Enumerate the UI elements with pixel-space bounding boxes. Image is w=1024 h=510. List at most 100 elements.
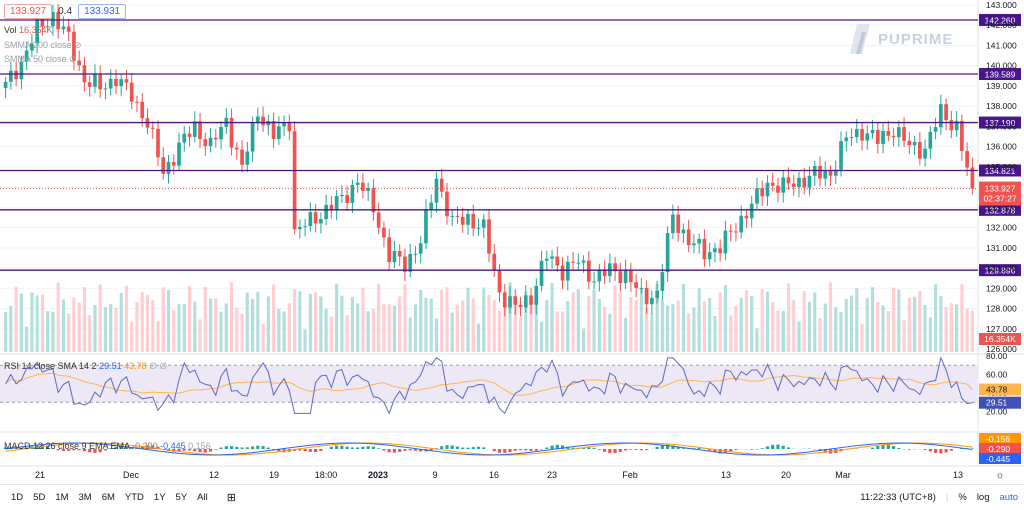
volume-bar (99, 285, 102, 352)
rsi-legend[interactable]: RSI 14 close SMA 14 2 29.51 43.78 ∅ ∅ (4, 361, 167, 372)
macd-histogram-bar (251, 446, 254, 449)
macd-histogram-bar (619, 449, 622, 452)
macd-histogram-bar (372, 447, 375, 449)
time-axis-label: 2023 (368, 470, 388, 480)
time-axis-label: 13 (721, 470, 731, 480)
candle-body (950, 120, 954, 130)
candle-body (886, 131, 890, 136)
candle-body (692, 243, 696, 245)
price-tick-label: 132.000 (986, 223, 1017, 233)
volume-bar (740, 298, 743, 352)
clock-time[interactable]: 11:22:33 (UTC+8) (860, 492, 936, 503)
candle-body (4, 82, 8, 88)
macd-histogram-bar (477, 447, 480, 449)
smma200-legend[interactable]: SMMA 200 close ⊘ (4, 40, 82, 51)
volume-bar (188, 286, 191, 352)
price-tick-label: 138.000 (986, 101, 1017, 111)
volume-bar (729, 316, 732, 352)
timeframe-6m[interactable]: 6M (97, 492, 120, 503)
timeframe-5y[interactable]: 5Y (171, 492, 193, 503)
volume-bar (561, 311, 564, 352)
volume-bar (787, 283, 790, 352)
candle-body (351, 185, 355, 203)
volume-bar (598, 299, 601, 352)
timeframe-all[interactable]: All (192, 492, 213, 503)
volume-legend[interactable]: Vol 16.354K (4, 25, 53, 35)
timeframe-ytd[interactable]: YTD (120, 492, 149, 503)
smma50-legend[interactable]: SMMA 50 close ⊘ (4, 54, 77, 65)
volume-bar (62, 299, 65, 352)
candle-body (739, 216, 743, 233)
volume-bar (25, 327, 28, 352)
volume-bar (950, 303, 953, 352)
volume-bar (130, 322, 133, 352)
candle-body (193, 121, 197, 137)
candle-body (776, 186, 780, 193)
volume-bar (125, 286, 128, 352)
volume-bar (277, 309, 280, 352)
macd-legend[interactable]: MACD 12 26 close 9 EMA EMA -0.290 -0.445… (4, 441, 211, 451)
candle-body (661, 272, 665, 291)
volume-bar (435, 319, 438, 352)
macd-histogram-bar (503, 449, 506, 453)
eye-off-icon[interactable]: ⊘ (69, 54, 77, 64)
volume-bar (493, 300, 496, 352)
volume-bar (550, 283, 553, 352)
time-axis-label: 23 (547, 470, 557, 480)
candle-body (172, 162, 176, 166)
macd-histogram-bar (698, 448, 701, 449)
macd-histogram-bar (787, 447, 790, 449)
percent-toggle[interactable]: % (958, 492, 966, 503)
volume-bar (57, 283, 60, 352)
volume-bar (692, 307, 695, 352)
candle-body (902, 127, 906, 141)
broker-logo: PUPRIME (842, 22, 953, 56)
candle-body (555, 257, 559, 266)
smma200-label: SMMA 200 close (4, 40, 72, 50)
volume-bar (860, 324, 863, 352)
timeframe-5d[interactable]: 5D (28, 492, 50, 503)
volume-bar (204, 287, 207, 352)
candle-body (929, 132, 933, 149)
macd-histogram-bar (934, 449, 937, 453)
timeframe-1m[interactable]: 1M (50, 492, 73, 503)
calendar-range-icon[interactable]: ⊞ (227, 491, 236, 504)
macd-histogram-bar (461, 448, 464, 449)
candle-body (382, 228, 386, 238)
candle-body (892, 136, 896, 137)
eye-off-icon[interactable]: ⊘ (74, 40, 82, 50)
candle-body (377, 212, 381, 227)
candle-body (624, 270, 628, 283)
candle-body (119, 79, 123, 86)
candle-body (871, 130, 875, 133)
candle-body (303, 226, 307, 227)
candle-body (298, 227, 302, 229)
volume-bar (803, 291, 806, 352)
volume-bar (78, 302, 81, 352)
candle-body (245, 152, 249, 165)
macd-histogram-bar (545, 447, 548, 449)
log-toggle[interactable]: log (977, 492, 990, 503)
volume-bar (146, 295, 149, 352)
macd-histogram-bar (361, 447, 364, 449)
sell-price-badge[interactable]: 133.927 (4, 4, 52, 19)
quote-badges: 133.927 0.4 133.931 (4, 4, 126, 19)
volume-bar (766, 292, 769, 352)
volume-bar (314, 292, 317, 352)
auto-toggle[interactable]: auto (1000, 492, 1019, 503)
candle-body (918, 142, 922, 159)
candle-body (471, 214, 475, 228)
timeframe-1y[interactable]: 1Y (149, 492, 171, 503)
macd-histogram-bar (340, 446, 343, 449)
timeframe-3m[interactable]: 3M (74, 492, 97, 503)
macd-histogram-bar (887, 445, 890, 449)
candle-body (361, 183, 365, 191)
trading-chart[interactable]: 142.260139.589137.190134.821132.878129.8… (0, 0, 1024, 484)
buy-price-badge[interactable]: 133.931 (78, 4, 126, 19)
volume-bar (761, 289, 764, 352)
volume-bar (198, 319, 201, 352)
price-tick-label: 140.000 (986, 61, 1017, 71)
candle-body (414, 254, 418, 255)
timeframe-1d[interactable]: 1D (6, 492, 28, 503)
volume-bar (887, 311, 890, 352)
